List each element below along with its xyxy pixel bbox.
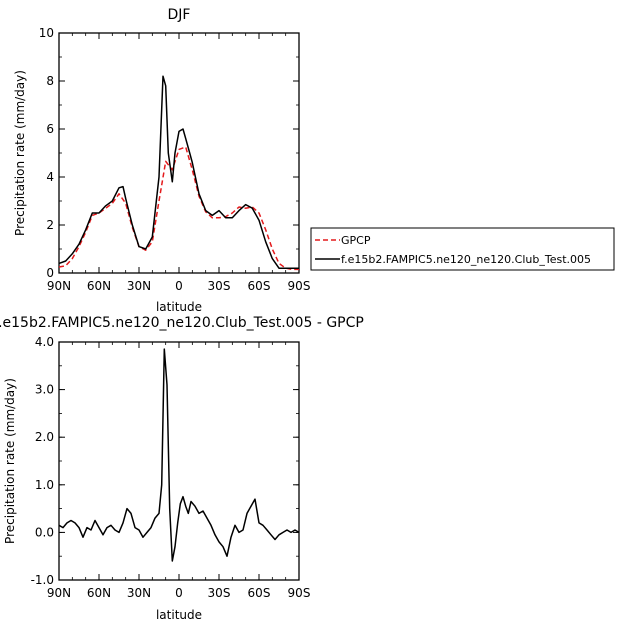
top-y-axis-label: Precipitation rate (mm/day) — [13, 70, 27, 236]
top-y-tick-label: 2 — [46, 218, 54, 232]
bottom-x-tick-label: 90S — [288, 586, 311, 600]
top-series-line-1 — [58, 75, 299, 269]
bottom-y-tick-label: 0.0 — [35, 525, 54, 539]
bottom-y-tick-label: 2.0 — [35, 430, 54, 444]
bottom-panel: f.e15b2.FAMPIC5.ne120_ne120.Club_Test.00… — [0, 315, 364, 622]
bottom-plot-frame — [58, 341, 300, 581]
legend-label-model: f.e15b2.FAMPIC5.ne120_ne120.Club_Test.00… — [341, 253, 591, 266]
bottom-x-tick-label: 60S — [248, 586, 271, 600]
bottom-chart-title: f.e15b2.FAMPIC5.ne120_ne120.Club_Test.00… — [0, 315, 364, 331]
bottom-y-tick-label: 1.0 — [35, 478, 54, 492]
top-series-line-0 — [58, 146, 299, 271]
top-x-tick-label: 60N — [87, 279, 111, 293]
bottom-y-axis-label: Precipitation rate (mm/day) — [3, 378, 17, 544]
top-x-tick-label: 30N — [127, 279, 151, 293]
top-x-tick-label: 90N — [47, 279, 71, 293]
bottom-x-tick-label: 60N — [87, 586, 111, 600]
bottom-x-tick-label: 30S — [208, 586, 231, 600]
top-x-tick-label: 30S — [208, 279, 231, 293]
top-y-tick-label: 8 — [46, 74, 54, 88]
top-x-tick-label: 60S — [248, 279, 271, 293]
bottom-x-tick-label: 90N — [47, 586, 71, 600]
bottom-series-line-0 — [58, 348, 300, 562]
bottom-y-tick-label: 4.0 — [35, 335, 54, 349]
bottom-x-axis-label: latitude — [156, 608, 202, 622]
top-y-tick-label: 4 — [46, 170, 54, 184]
legend: GPCP f.e15b2.FAMPIC5.ne120_ne120.Club_Te… — [310, 227, 615, 271]
top-x-tick-label: 90S — [288, 279, 311, 293]
top-plot-frame — [58, 32, 300, 274]
top-x-tick-label: 0 — [175, 279, 183, 293]
bottom-x-tick-label: 30N — [127, 586, 151, 600]
top-y-tick-label: 0 — [46, 266, 54, 280]
top-x-axis-label: latitude — [156, 300, 202, 314]
bottom-x-tick-label: 0 — [175, 586, 183, 600]
legend-box — [310, 227, 615, 271]
legend-label-gpcp: GPCP — [341, 234, 371, 247]
top-y-tick-label: 6 — [46, 122, 54, 136]
top-y-tick-label: 10 — [39, 26, 54, 40]
top-chart-title: DJF — [168, 7, 191, 23]
bottom-y-tick-label: -1.0 — [31, 573, 54, 587]
top-panel: DJF 0 2 4 6 8 10 90N 60N 30N 0 30S 60S 90S Precipit… — [13, 7, 310, 314]
bottom-y-tick-label: 3.0 — [35, 383, 54, 397]
